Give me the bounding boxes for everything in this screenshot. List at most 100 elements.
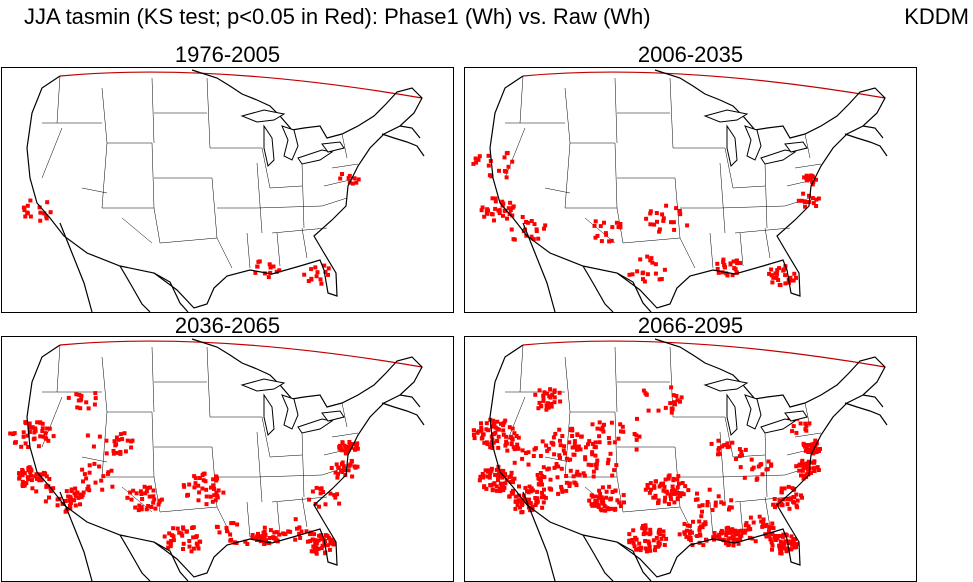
significant-cell [816, 468, 821, 472]
significant-cell [811, 201, 816, 206]
significant-cell [25, 210, 30, 215]
significant-cell [235, 522, 240, 527]
significant-cell [480, 435, 485, 440]
significant-cell [730, 440, 735, 445]
significant-cell [803, 465, 808, 470]
significant-cell [198, 539, 203, 544]
significant-cell [330, 537, 335, 542]
significant-cell [813, 450, 818, 454]
significant-cell [120, 437, 125, 442]
state-boundary [81, 456, 108, 463]
significant-cell [494, 484, 499, 489]
significant-cell [319, 281, 324, 286]
significant-cell [167, 531, 172, 536]
significant-cell [593, 235, 598, 240]
significant-cell [646, 539, 651, 544]
significant-cell [760, 524, 765, 529]
significant-cell [815, 465, 820, 470]
significant-cell [541, 398, 546, 403]
significant-cell [113, 443, 118, 448]
significant-cell [806, 462, 811, 467]
significant-cell [560, 489, 565, 494]
significant-cell [152, 497, 157, 502]
significant-cell [92, 402, 97, 407]
significant-cell [191, 525, 196, 530]
significant-cell [607, 440, 612, 445]
significant-cell [197, 476, 202, 480]
great-lake [263, 124, 275, 167]
significant-cell [503, 481, 508, 486]
significant-cell [755, 476, 760, 481]
significant-cell [529, 234, 534, 239]
significant-cell [748, 527, 753, 532]
significant-cell [480, 205, 485, 210]
significant-cell [498, 489, 503, 493]
significant-cell [532, 222, 537, 227]
significant-cell [645, 254, 650, 259]
state-boundary [804, 133, 811, 159]
significant-cell [609, 238, 614, 243]
significant-cell [143, 491, 148, 496]
significant-cell [26, 468, 31, 473]
significant-cell [609, 420, 614, 425]
significant-cell [727, 530, 732, 535]
significant-cell [788, 275, 793, 280]
significant-cell [319, 487, 324, 491]
significant-cell [114, 435, 119, 440]
significant-cell [348, 462, 353, 467]
significant-cell [568, 457, 573, 462]
significant-cell [293, 517, 298, 522]
significant-cell [631, 528, 636, 533]
significant-cell [492, 481, 497, 486]
state-boundary [256, 205, 323, 209]
significant-cell [794, 492, 799, 497]
significant-cell [621, 429, 626, 434]
significant-cell [194, 541, 199, 546]
significant-cell [731, 259, 736, 264]
significant-cell [760, 472, 765, 477]
significant-cell [599, 239, 604, 244]
significant-cell [704, 537, 708, 542]
significant-cell [722, 262, 727, 267]
significant-cell [527, 484, 532, 489]
significant-cell [748, 515, 753, 520]
significant-cell [51, 434, 56, 439]
state-boundary [101, 411, 108, 478]
significant-cell [608, 451, 613, 456]
significant-cell [780, 542, 785, 547]
significant-cell [125, 438, 130, 443]
significant-cell [700, 503, 705, 508]
significant-cell [674, 394, 679, 398]
significant-cell [245, 542, 250, 546]
significant-cell [501, 468, 506, 473]
significant-cell [784, 549, 789, 554]
significant-cell [30, 425, 35, 430]
significant-cell [675, 477, 680, 482]
significant-cell [609, 506, 614, 511]
significant-cell [64, 489, 69, 494]
significant-cell [483, 468, 488, 473]
significant-cell [777, 534, 782, 538]
significant-cell [336, 465, 341, 470]
significant-cell [471, 433, 476, 437]
significant-cell [535, 473, 540, 477]
significant-cell [734, 457, 738, 461]
significant-cell [36, 444, 41, 449]
significant-cell [340, 172, 344, 176]
state-boundary [211, 177, 218, 239]
significant-cell [601, 500, 606, 505]
significant-cell [489, 466, 494, 471]
significant-cell [501, 201, 506, 206]
significant-cell [548, 395, 553, 400]
state-boundary [159, 506, 218, 513]
significant-cell [731, 543, 736, 548]
significant-cell [480, 472, 485, 476]
significant-cell [564, 456, 569, 461]
significant-cell [791, 278, 796, 283]
significant-cell [34, 472, 39, 477]
significant-cell [808, 448, 813, 452]
state-boundaries [41, 75, 359, 269]
significant-cell [607, 484, 612, 489]
significant-cell [473, 156, 478, 161]
significant-cell [602, 220, 606, 225]
